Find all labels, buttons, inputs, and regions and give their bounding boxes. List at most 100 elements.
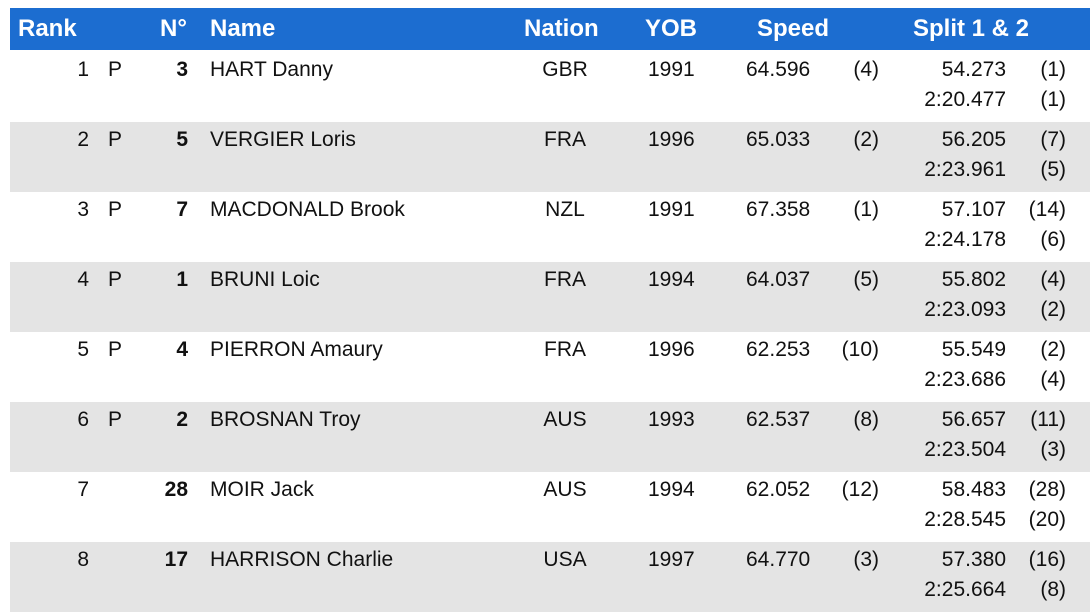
bib-number: 1: [176, 268, 188, 291]
bib-number: 4: [176, 338, 188, 361]
split-rank: (14): [1028, 198, 1066, 221]
speed: 64.596: [746, 58, 811, 81]
split-rank: (8): [1040, 578, 1066, 601]
nation: AUS: [543, 408, 587, 431]
year-of-birth: 1997: [648, 548, 695, 571]
split-rank: (6): [1040, 228, 1066, 251]
athlete-name: HART Danny: [210, 58, 333, 81]
split-time: 2:23.961: [924, 158, 1006, 181]
split-time: 57.107: [941, 198, 1006, 221]
speed-rank: (1): [853, 198, 879, 221]
speed: 65.033: [746, 128, 811, 151]
split-time: 2:23.093: [924, 298, 1006, 321]
split-rank: (28): [1028, 478, 1066, 501]
split-time: 56.205: [941, 128, 1006, 151]
column-header: Speed: [757, 15, 830, 42]
speed-rank: (4): [853, 58, 879, 81]
speed: 62.253: [746, 338, 811, 361]
speed-rank: (5): [853, 268, 879, 291]
split-rank: (1): [1040, 58, 1066, 81]
split-rank: (2): [1040, 298, 1066, 321]
athlete-name: MOIR Jack: [210, 478, 314, 501]
split-rank: (5): [1040, 158, 1066, 181]
athlete-name: BROSNAN Troy: [210, 408, 361, 431]
rank: 2: [77, 128, 89, 151]
bib-number: 28: [164, 478, 188, 501]
year-of-birth: 1996: [648, 128, 695, 151]
nation: NZL: [545, 198, 585, 221]
split-time: 2:20.477: [924, 88, 1006, 111]
qualifier: P: [108, 338, 123, 361]
split-time: 55.802: [941, 268, 1006, 291]
rank: 4: [77, 268, 89, 291]
qualifier: P: [108, 198, 123, 221]
split-time: 2:28.545: [924, 508, 1006, 531]
split-rank: (3): [1040, 438, 1066, 461]
split-time: 54.273: [941, 58, 1006, 81]
header-bar: [10, 8, 1090, 50]
athlete-name: BRUNI Loic: [210, 268, 320, 291]
rank: 5: [77, 338, 89, 361]
split-time: 2:24.178: [924, 228, 1006, 251]
nation: AUS: [543, 478, 587, 501]
split-time: 58.483: [941, 478, 1006, 501]
speed: 64.770: [746, 548, 811, 571]
split-time: 2:23.686: [924, 368, 1006, 391]
bib-number: 7: [176, 198, 188, 221]
split-rank: (20): [1028, 508, 1066, 531]
athlete-name: HARRISON Charlie: [210, 548, 394, 571]
split-time: 57.380: [941, 548, 1006, 571]
table-row: [10, 262, 1090, 332]
split-time: 56.657: [941, 408, 1006, 431]
speed: 62.052: [746, 478, 811, 501]
split-rank: (1): [1040, 88, 1066, 111]
speed: 62.537: [746, 408, 811, 431]
column-header: YOB: [645, 15, 698, 42]
speed-rank: (8): [853, 408, 879, 431]
qualifier: P: [108, 268, 123, 291]
table-row: [10, 122, 1090, 192]
rank: 6: [77, 408, 89, 431]
column-header: Rank: [18, 15, 77, 42]
year-of-birth: 1993: [648, 408, 695, 431]
year-of-birth: 1996: [648, 338, 695, 361]
qualifier: P: [108, 58, 123, 81]
year-of-birth: 1991: [648, 58, 695, 81]
nation: USA: [543, 548, 587, 571]
split-time: 55.549: [941, 338, 1006, 361]
split-rank: (7): [1040, 128, 1066, 151]
rank: 7: [77, 478, 89, 501]
year-of-birth: 1994: [648, 478, 695, 501]
nation: FRA: [544, 338, 586, 361]
qualifier: P: [108, 408, 123, 431]
athlete-name: PIERRON Amaury: [210, 338, 383, 361]
qualifier: P: [108, 128, 123, 151]
nation: FRA: [544, 128, 586, 151]
speed: 64.037: [746, 268, 811, 291]
rank: 8: [77, 548, 89, 571]
split-time: 2:25.664: [924, 578, 1006, 601]
split-rank: (4): [1040, 368, 1066, 391]
split-time: 2:23.504: [924, 438, 1006, 461]
column-header: Name: [210, 15, 276, 42]
split-rank: (4): [1040, 268, 1066, 291]
athlete-name: MACDONALD Brook: [210, 198, 405, 221]
split-rank: (16): [1028, 548, 1066, 571]
split-rank: (11): [1030, 408, 1066, 431]
speed-rank: (3): [853, 548, 879, 571]
athlete-name: VERGIER Loris: [210, 128, 356, 151]
rank: 1: [77, 58, 89, 81]
year-of-birth: 1994: [648, 268, 695, 291]
bib-number: 5: [176, 128, 188, 151]
speed-rank: (10): [841, 338, 879, 361]
column-header: Split 1 & 2: [913, 15, 1030, 42]
bib-number: 3: [176, 58, 188, 81]
table-row: [10, 542, 1090, 612]
nation: GBR: [542, 58, 588, 81]
speed-rank: (2): [853, 128, 879, 151]
year-of-birth: 1991: [648, 198, 695, 221]
bib-number: 17: [164, 548, 188, 571]
speed-rank: (12): [841, 478, 879, 501]
table-row: [10, 402, 1090, 472]
bib-number: 2: [176, 408, 188, 431]
